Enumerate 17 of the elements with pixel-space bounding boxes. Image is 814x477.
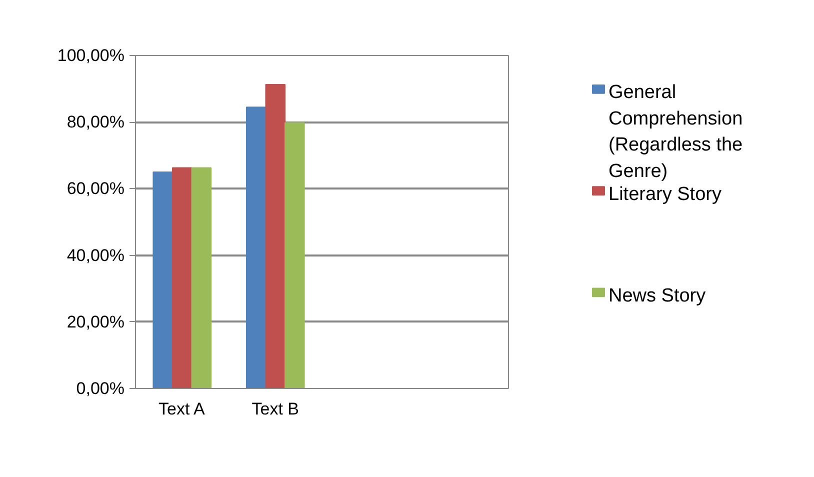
x-tick-label: Text B [252, 400, 300, 418]
bar [191, 167, 212, 388]
y-tick-label: 40,00% [66, 246, 125, 265]
y-tick-label: 20,00% [66, 312, 125, 332]
y-tick-label: 60,00% [66, 179, 125, 198]
bar [284, 122, 305, 388]
legend-label: News Story [608, 285, 706, 306]
bar [172, 167, 192, 388]
y-tick-label: 80,00% [66, 112, 125, 132]
y-tick-label: 0,00% [76, 379, 124, 398]
legend-label: Literary Story [608, 184, 722, 205]
bar [246, 106, 266, 388]
bar [265, 84, 286, 388]
bar [152, 172, 173, 388]
x-tick-label: Text A [158, 400, 206, 418]
legend-label: General Comprehension (Regardless the Genre) [608, 82, 743, 182]
y-tick-label: 100,00% [57, 46, 125, 65]
